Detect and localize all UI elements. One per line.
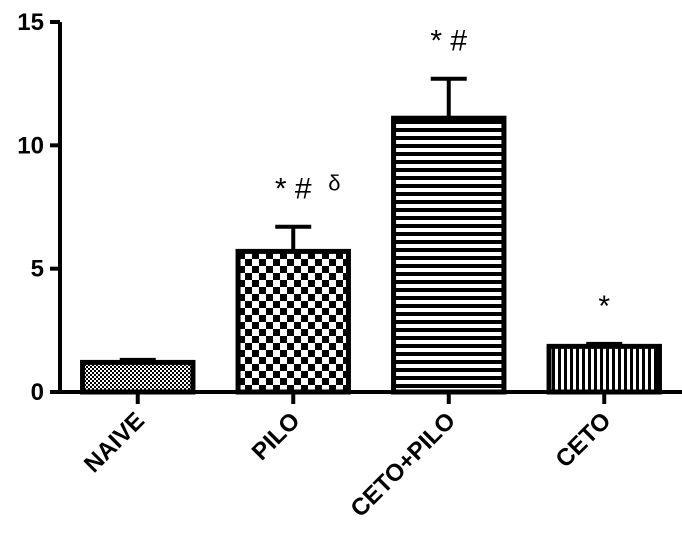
y-axis: 0 5 10 15: [17, 9, 62, 406]
bar-naive: [80, 359, 196, 395]
significance-marker: *: [598, 290, 610, 323]
significance-marker: * #: [430, 25, 467, 58]
significance-marker: * #: [275, 173, 312, 206]
x-tick-label: CETO: [551, 407, 617, 473]
y-tick-label: 15: [17, 9, 44, 36]
x-tick-label: PILO: [247, 407, 306, 466]
y-tick-label: 5: [31, 256, 44, 283]
x-tick-label: NAIVE: [79, 407, 150, 478]
bar-pilo: [235, 248, 351, 395]
bars: [80, 76, 662, 395]
x-axis: NAIVE PILO CETO+PILO CETO: [58, 390, 682, 523]
x-tick-label: CETO+PILO: [346, 407, 461, 522]
bar-ceto-pilo: [391, 115, 507, 395]
y-tick-label: 0: [31, 379, 44, 406]
y-tick-label: 10: [17, 132, 44, 159]
annotations: * # δ * # *: [275, 25, 611, 323]
bar-ceto: [546, 343, 662, 395]
significance-superscript: δ: [328, 171, 340, 196]
